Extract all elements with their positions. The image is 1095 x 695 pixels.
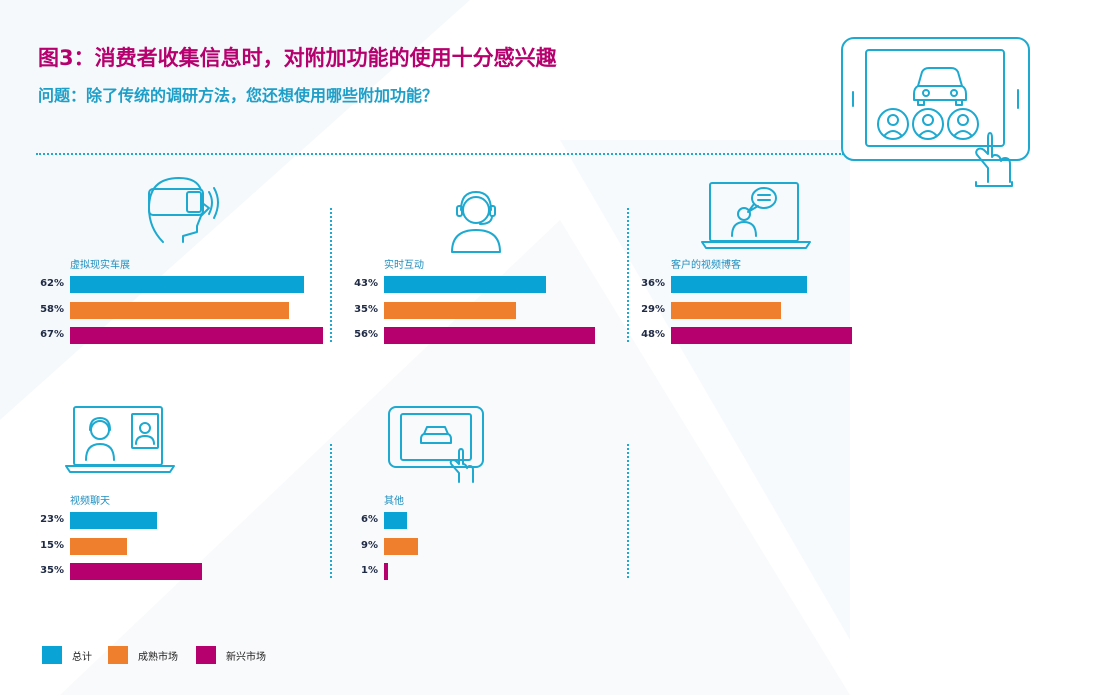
bar-total [384,276,546,293]
blog-laptop-icon [701,182,811,249]
bar-emerging [384,563,388,580]
value-label: 35% [40,565,64,576]
column-separator [330,444,332,578]
value-label: 6% [361,514,378,525]
value-label: 9% [361,540,378,551]
value-label: 15% [40,540,64,551]
bar-mature [384,302,516,319]
tablet-touch-icon [841,37,1030,187]
value-label: 35% [354,304,378,315]
bar-mature [70,302,289,319]
value-label: 1% [361,565,378,576]
column-separator [330,208,332,342]
bar-total [671,276,807,293]
video-chat-laptop-icon [65,406,175,473]
column-separator [627,208,629,342]
bar-mature [671,302,781,319]
category-label: 视频聊天 [70,496,110,507]
value-label: 56% [354,329,378,340]
category-label: 其他 [384,496,404,507]
value-label: 62% [40,278,64,289]
legend-swatch-total [42,646,62,664]
bar-mature [384,538,418,555]
category-label: 虚拟现实车展 [70,260,130,271]
column-separator [627,444,629,578]
bar-emerging [384,327,595,344]
legend-label-mature: 成熟市场 [138,652,178,663]
headset-agent-icon [451,191,501,253]
value-label: 67% [40,329,64,340]
value-label: 48% [641,329,665,340]
bar-emerging [671,327,852,344]
page-subtitle: 问题：除了传统的调研方法，您还想使用哪些附加功能？ [38,86,439,105]
category-label: 客户的视频博客 [671,260,741,271]
bar-mature [70,538,127,555]
category-label: 实时互动 [384,260,424,271]
value-label: 29% [641,304,665,315]
bar-emerging [70,563,202,580]
value-label: 58% [40,304,64,315]
legend-swatch-mature [108,646,128,664]
bar-total [70,512,157,529]
tablet-car-icon [388,406,484,483]
value-label: 23% [40,514,64,525]
vr-headset-icon [148,177,219,243]
bar-total [70,276,304,293]
value-label: 36% [641,278,665,289]
bar-emerging [70,327,323,344]
page-title: 图3：消费者收集信息时，对附加功能的使用十分感兴趣 [38,46,557,70]
legend-swatch-emerging [196,646,216,664]
legend-label-emerging: 新兴市场 [226,652,266,663]
value-label: 43% [354,278,378,289]
header-divider [36,153,844,155]
legend-label-total: 总计 [72,652,92,663]
bar-total [384,512,407,529]
